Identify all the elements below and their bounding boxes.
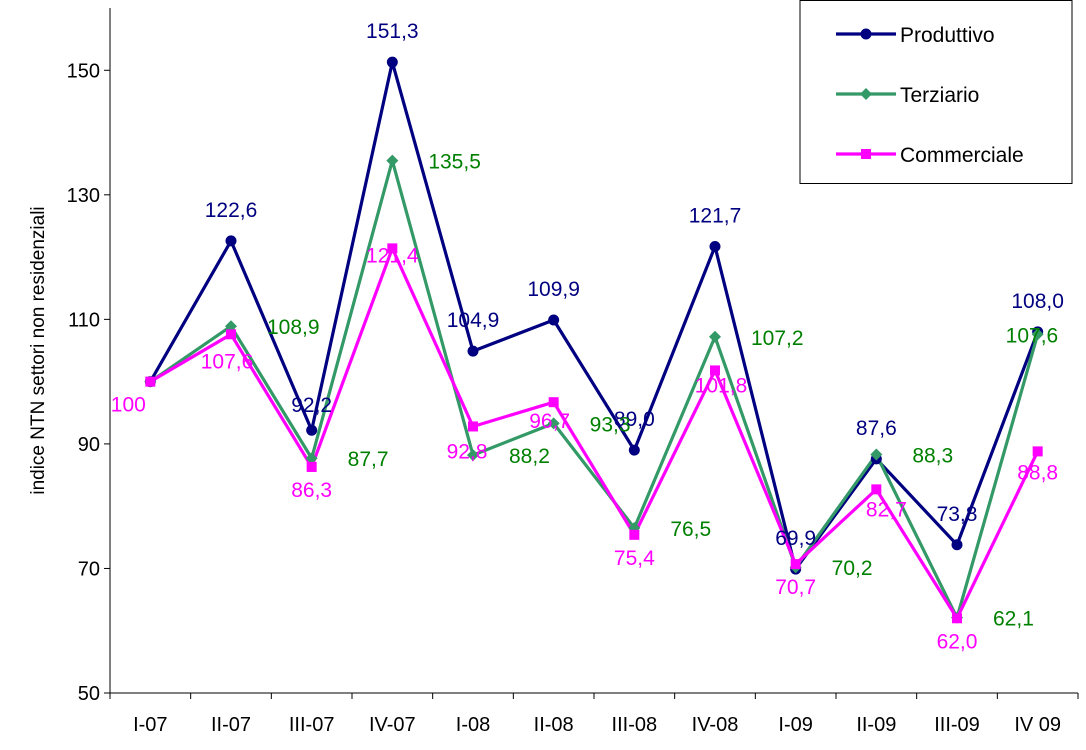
data-label: 62,1 — [993, 608, 1034, 631]
data-point — [860, 88, 872, 100]
x-tick-label: II-08 — [534, 714, 574, 736]
legend-label: Terziario — [900, 84, 979, 107]
x-tick-label: III-09 — [934, 714, 980, 736]
data-label: 92,2 — [291, 394, 332, 417]
data-point — [225, 320, 237, 333]
x-tick-label: IV-07 — [369, 714, 416, 736]
data-point — [547, 417, 560, 430]
data-point — [709, 241, 721, 253]
data-point — [628, 444, 640, 456]
data-point — [468, 421, 478, 432]
legend-label: Produttivo — [900, 24, 995, 47]
data-point — [386, 154, 399, 167]
series-line-commerciale — [149, 246, 1040, 620]
data-label: 70,7 — [775, 576, 816, 599]
data-label: 88,8 — [1017, 461, 1058, 484]
data-point — [305, 452, 318, 465]
y-axis-title: indice NTN settori non residenziali — [28, 206, 49, 494]
x-tick-label: I-09 — [778, 714, 812, 736]
x-tick-label: IV 09 — [1014, 714, 1061, 736]
data-point — [709, 330, 721, 343]
data-label: 62,0 — [937, 630, 978, 653]
data-label: 88,3 — [912, 444, 953, 467]
legend-label: Commerciale — [900, 144, 1024, 167]
x-tick-label: II-09 — [856, 714, 896, 736]
series-line-produttivo — [148, 60, 1040, 571]
x-tick-label: I-08 — [456, 714, 490, 736]
data-label: 101,8 — [695, 374, 748, 397]
y-tick-label: 130 — [67, 185, 100, 207]
data-label: 87,6 — [856, 417, 897, 440]
y-tick-label: 70 — [78, 558, 100, 580]
data-point — [467, 449, 479, 462]
data-label: 122,6 — [205, 199, 258, 222]
data-label: 121,4 — [366, 244, 419, 267]
x-tick-label: III-08 — [612, 714, 658, 736]
y-tick-label: 50 — [78, 683, 100, 705]
data-point — [306, 461, 317, 472]
data-point — [1032, 446, 1043, 457]
data-label: 96,7 — [529, 410, 570, 433]
data-label: 88,2 — [509, 445, 550, 468]
data-point — [952, 613, 962, 624]
data-label: 92,8 — [447, 440, 488, 463]
data-label: 108,0 — [1011, 290, 1064, 313]
data-point — [1031, 328, 1044, 341]
data-point — [871, 484, 882, 495]
data-label: 73,8 — [937, 503, 978, 526]
data-label: 76,5 — [670, 518, 711, 541]
data-point — [306, 424, 318, 436]
y-tick-label: 90 — [78, 434, 100, 456]
data-label: 135,5 — [428, 151, 481, 174]
data-point — [710, 365, 720, 376]
y-tick-label: 150 — [67, 60, 100, 82]
data-label: 86,3 — [291, 479, 332, 502]
data-point — [387, 243, 398, 254]
series-line-terziario — [149, 158, 1040, 620]
data-label: 69,9 — [775, 527, 816, 550]
data-point — [870, 448, 883, 461]
data-label: 121,7 — [689, 205, 742, 228]
data-label: 89,0 — [614, 408, 655, 431]
data-label: 151,3 — [366, 20, 419, 43]
data-point — [548, 397, 559, 408]
y-tick-label: 110 — [68, 309, 100, 331]
data-label: 104,9 — [447, 309, 500, 332]
x-tick-label: III-07 — [289, 714, 335, 736]
data-label: 100 — [111, 394, 146, 417]
data-point — [790, 559, 801, 570]
data-point — [951, 539, 963, 551]
data-point — [225, 235, 237, 247]
data-point — [467, 345, 479, 357]
data-label: 108,9 — [267, 316, 320, 339]
data-label: 107,6 — [201, 350, 254, 373]
x-tick-label: IV-08 — [692, 714, 739, 736]
x-tick-label: II-07 — [211, 714, 251, 736]
data-label: 82,7 — [866, 498, 907, 521]
data-label: 109,9 — [527, 278, 580, 301]
data-label: 75,4 — [614, 547, 655, 570]
data-label: 93,3 — [590, 413, 631, 436]
data-point — [861, 149, 871, 159]
data-label: 107,2 — [751, 327, 804, 350]
data-point — [386, 56, 398, 68]
data-label: 70,2 — [832, 557, 873, 580]
data-point — [548, 314, 560, 326]
data-point — [226, 329, 236, 340]
data-label: 107,6 — [1006, 324, 1059, 347]
data-point — [860, 28, 872, 40]
data-point — [145, 376, 156, 387]
data-point — [629, 529, 640, 540]
data-label: 87,7 — [348, 448, 389, 471]
x-tick-label: I-07 — [133, 714, 167, 736]
